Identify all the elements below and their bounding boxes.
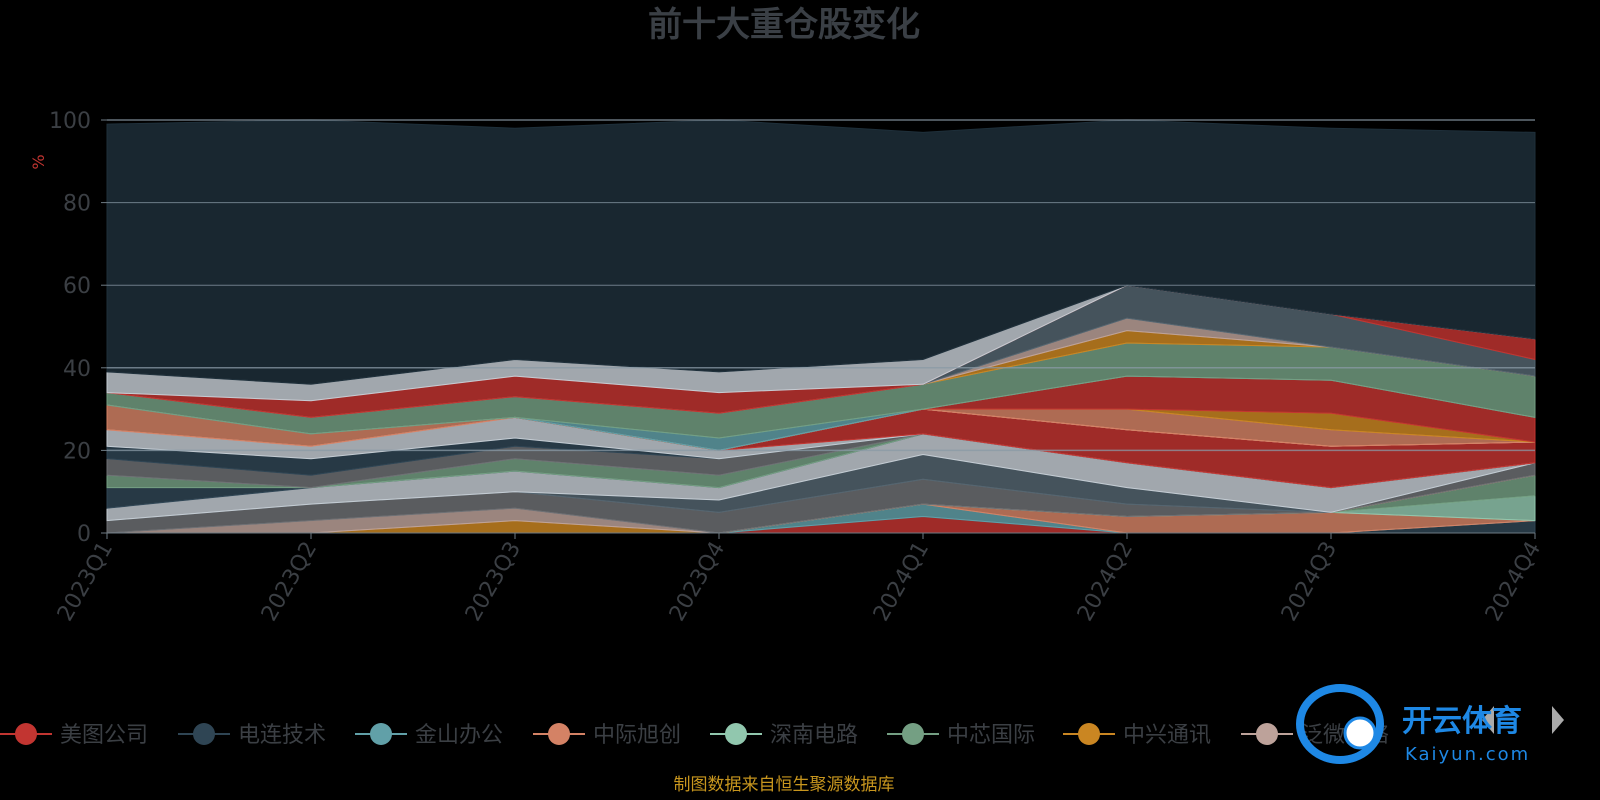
- y-axis-unit: %: [29, 154, 48, 169]
- watermark-logo-text: 开云体育: [1402, 704, 1522, 739]
- legend-label[interactable]: 中芯国际: [947, 723, 1035, 748]
- legend-marker-icon[interactable]: [1078, 723, 1100, 745]
- legend-marker-icon[interactable]: [725, 723, 747, 745]
- legend-item[interactable]: 中际旭创: [533, 723, 681, 748]
- x-tick-label: 2023Q4: [665, 538, 730, 626]
- watermark-logo: 开云体育 Kaiyun.com: [1296, 684, 1530, 765]
- source-note: 制图数据来自恒生聚源数据库: [674, 775, 895, 795]
- legend-label[interactable]: 美图公司: [60, 723, 148, 748]
- legend-marker-icon[interactable]: [15, 723, 37, 745]
- legend-next-button[interactable]: [1552, 706, 1564, 734]
- x-tick-label: 2024Q1: [869, 538, 934, 626]
- y-tick-label: 100: [49, 109, 91, 134]
- legend-item[interactable]: 中芯国际: [887, 723, 1035, 748]
- legend-marker-icon[interactable]: [548, 723, 570, 745]
- x-axis: 2023Q1 2023Q2 2023Q3 2023Q4 2024Q1 2024Q2 2024…: [53, 532, 1546, 626]
- chart-title: 前十大重仓股变化: [648, 5, 920, 45]
- x-tick-label: 2024Q2: [1073, 538, 1138, 626]
- legend-label[interactable]: 中际旭创: [593, 723, 681, 748]
- x-tick-label: 2024Q3: [1277, 538, 1342, 626]
- x-tick-label: 2023Q2: [257, 538, 322, 626]
- x-tick-label: 2024Q4: [1481, 538, 1546, 626]
- legend-marker-icon[interactable]: [1256, 723, 1278, 745]
- plot-area: [106, 119, 1536, 534]
- x-tick-label: 2023Q3: [461, 538, 526, 626]
- legend-marker-icon[interactable]: [193, 723, 215, 745]
- y-tick-label: 60: [63, 274, 91, 299]
- legend-marker-icon[interactable]: [370, 723, 392, 745]
- watermark-logo-subtext: Kaiyun.com: [1405, 744, 1530, 765]
- legend-item[interactable]: 电连技术: [178, 723, 326, 748]
- legend-prev-button[interactable]: [1482, 706, 1494, 734]
- soccer-ball-icon: [1343, 716, 1377, 750]
- legend-marker-icon[interactable]: [902, 723, 924, 745]
- y-axis: 0 20 40 60 80 100: [49, 109, 107, 547]
- chevron-right-icon[interactable]: [1552, 706, 1564, 734]
- y-tick-label: 40: [63, 357, 91, 382]
- legend-item[interactable]: 美图公司: [0, 723, 148, 748]
- legend: 美图公司电连技术金山办公中际旭创深南电路中芯国际中兴通讯泛微网络: [0, 723, 1389, 748]
- y-tick-label: 0: [77, 522, 91, 547]
- y-tick-label: 80: [63, 192, 91, 217]
- legend-item[interactable]: 金山办公: [355, 723, 503, 748]
- logo-ring-icon: [1296, 684, 1384, 764]
- legend-item[interactable]: 中兴通讯: [1063, 723, 1211, 748]
- y-tick-label: 20: [63, 439, 91, 464]
- x-tick-label: 2023Q1: [53, 538, 118, 626]
- legend-label[interactable]: 金山办公: [415, 723, 503, 748]
- legend-label[interactable]: 电连技术: [238, 723, 326, 748]
- legend-label[interactable]: 深南电路: [770, 723, 858, 748]
- legend-label[interactable]: 中兴通讯: [1123, 723, 1211, 748]
- legend-item[interactable]: 深南电路: [710, 723, 858, 748]
- chevron-left-icon[interactable]: [1482, 706, 1494, 734]
